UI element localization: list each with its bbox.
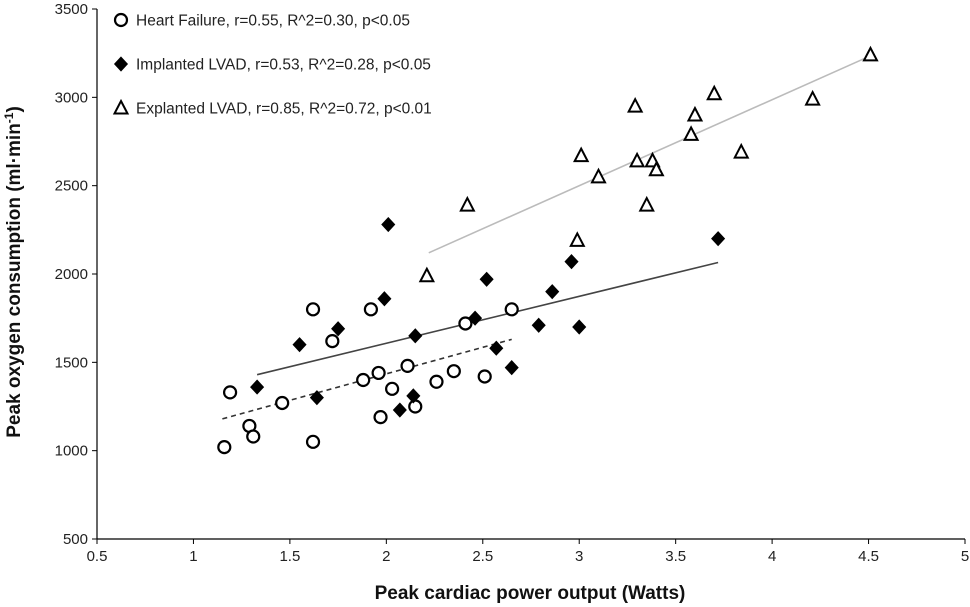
- data-point-series-1: [373, 410, 388, 425]
- data-point-series-3: [418, 266, 435, 283]
- data-point-series-1: [246, 429, 261, 444]
- fit-line-series-2: [256, 261, 719, 376]
- fit-lines: [222, 55, 869, 420]
- data-point-series-1: [458, 316, 473, 331]
- legend: Heart Failure, r=0.55, R^2=0.30, p<0.05 I…: [112, 12, 432, 118]
- data-point-series-2: [408, 328, 423, 344]
- legend-marker-series-3: [112, 98, 130, 115]
- x-axis-title: Peak cardiac power output (Watts): [375, 583, 686, 604]
- data-point-series-2: [309, 390, 324, 406]
- data-point-series-1: [305, 434, 321, 449]
- y-tick-label: 3500: [55, 1, 88, 18]
- data-point-series-3: [569, 231, 586, 247]
- data-point-series-3: [627, 96, 644, 113]
- data-point-series-2: [531, 317, 546, 333]
- y-tick-label: 3000: [55, 89, 88, 106]
- data-point-series-1: [477, 369, 492, 384]
- data-point-series-2: [711, 231, 726, 247]
- data-point-series-1: [356, 372, 371, 388]
- data-point-series-3: [733, 142, 750, 159]
- data-point-series-1: [275, 395, 290, 411]
- y-axis-title-main: Peak oxygen consumption (ml·min: [4, 123, 25, 438]
- x-tick-label: 3.5: [665, 548, 686, 565]
- legend-marker-series-1: [113, 12, 129, 28]
- data-point-series-2: [572, 319, 587, 335]
- x-tick-label: 2: [382, 548, 390, 565]
- y-tick-label: 2500: [55, 178, 88, 195]
- data-point-series-1: [363, 302, 379, 317]
- data-point-series-2: [331, 321, 346, 337]
- x-tick-label: 0.5: [87, 548, 108, 565]
- data-point-series-2: [381, 216, 396, 233]
- data-point-series-1: [325, 334, 340, 349]
- data-point-series-1: [429, 374, 444, 389]
- data-point-series-1: [305, 302, 321, 317]
- data-point-series-3: [804, 89, 821, 106]
- x-tick-label: 4: [768, 548, 776, 565]
- y-axis-title-superscript: -1: [2, 112, 16, 123]
- y-tick-label: 500: [63, 531, 88, 548]
- data-point-series-1: [222, 385, 238, 400]
- legend-label-series-2: Implanted LVAD, r=0.53, R^2=0.28, p<0.05: [136, 57, 431, 74]
- legend-label-series-1: Heart Failure, r=0.55, R^2=0.30, p<0.05: [136, 13, 410, 30]
- data-point-series-1: [217, 440, 232, 455]
- data-point-series-2: [504, 360, 519, 376]
- data-point-series-2: [468, 310, 483, 326]
- data-point-series-3: [638, 195, 655, 212]
- data-point-series-3: [862, 45, 879, 62]
- data-point-series-2: [406, 388, 421, 404]
- data-point-series-3: [648, 160, 665, 177]
- data-point-series-1: [385, 381, 400, 396]
- data-point-series-2: [292, 337, 307, 353]
- y-axis-title-close: ): [4, 106, 25, 112]
- data-points: [217, 45, 879, 455]
- data-point-series-2: [545, 284, 560, 300]
- data-point-series-1: [400, 358, 415, 373]
- x-tick-label: 1.5: [279, 548, 300, 565]
- data-point-series-3: [686, 105, 704, 122]
- y-tick-label: 2000: [55, 266, 88, 283]
- y-axis-title: Peak oxygen consumption (ml·min-1): [2, 106, 25, 438]
- data-point-series-3: [590, 167, 607, 184]
- data-point-series-3: [628, 151, 646, 168]
- y-tick-label: 1000: [55, 443, 88, 460]
- x-tick-label: 3: [575, 548, 583, 565]
- x-tick-label: 4.5: [858, 548, 879, 565]
- y-tick-label: 1500: [55, 354, 88, 371]
- data-point-series-3: [573, 146, 590, 163]
- legend-label-series-3: Explanted LVAD, r=0.85, R^2=0.72, p<0.01: [136, 101, 432, 118]
- data-point-series-2: [479, 271, 494, 287]
- axes: 0.5 1 1.5 2 2.5 3 3.5 4 4.5 5 500 1000 1500 2000 2500 3…: [55, 1, 970, 565]
- data-point-series-3: [682, 125, 700, 141]
- data-point-series-1: [504, 302, 519, 317]
- data-point-series-2: [564, 254, 579, 270]
- x-tick-label: 2.5: [472, 548, 493, 565]
- data-point-series-2: [250, 379, 265, 395]
- data-point-series-1: [446, 364, 461, 379]
- legend-marker-series-2: [113, 56, 129, 72]
- data-point-series-2: [392, 402, 407, 418]
- x-tick-label: 1: [189, 548, 197, 565]
- fit-line-series-3: [428, 55, 869, 254]
- data-point-series-1: [408, 399, 423, 414]
- data-point-series-1: [371, 365, 386, 381]
- data-point-series-3: [459, 195, 476, 212]
- x-tick-label: 5: [961, 548, 969, 565]
- data-point-series-2: [377, 291, 392, 307]
- data-point-series-2: [489, 340, 504, 356]
- data-point-series-3: [706, 84, 723, 101]
